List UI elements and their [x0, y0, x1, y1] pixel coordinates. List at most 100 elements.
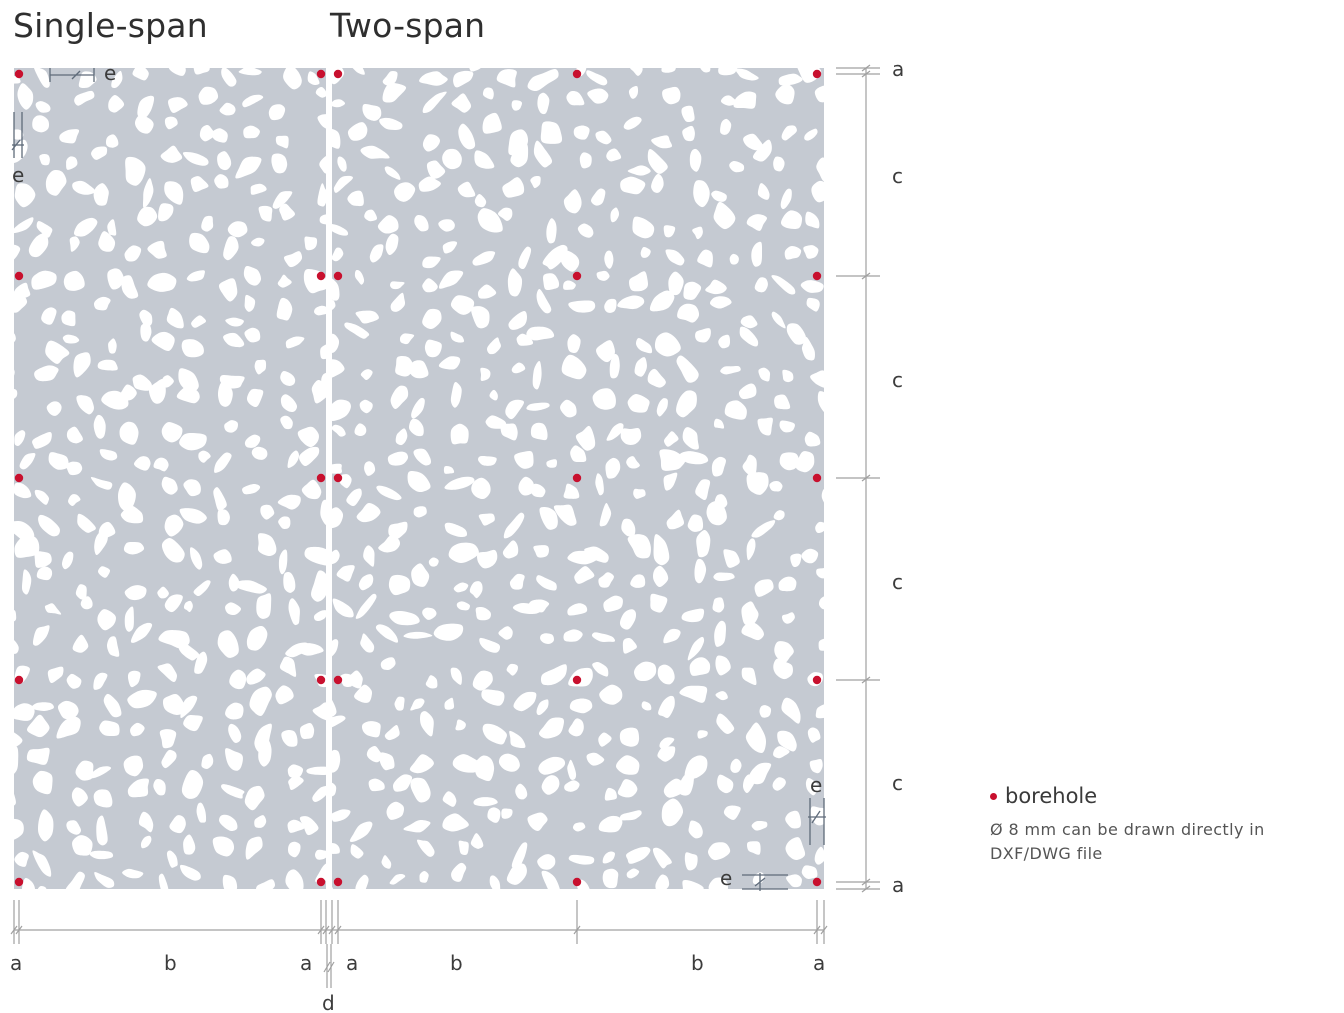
edge-dim-tick: [811, 810, 821, 824]
perforation-hole: [444, 476, 475, 490]
perforation-hole: [633, 661, 657, 682]
perforation-hole: [345, 670, 363, 689]
perforation-hole: [319, 156, 326, 174]
perforation-hole: [47, 666, 64, 684]
dim-label-a: a: [346, 951, 358, 975]
dim-tick: [861, 878, 871, 886]
perforation-hole: [815, 704, 824, 719]
perforation-hole: [408, 360, 429, 379]
perforation-hole: [183, 834, 196, 855]
borehole-marker: [572, 271, 582, 281]
perforation-hole: [568, 300, 596, 313]
perforation-hole: [34, 489, 50, 505]
perforation-hole: [444, 522, 468, 538]
perforation-hole: [411, 397, 425, 419]
perforation-hole: [272, 191, 293, 209]
dimension-lines: [10, 64, 880, 988]
perforation-hole: [453, 70, 474, 88]
perforation-hole: [687, 636, 705, 661]
perforation-hole: [715, 691, 728, 701]
perforation-hole: [287, 819, 305, 833]
perforation-hole: [560, 399, 577, 418]
perforation-hole: [707, 842, 731, 861]
perforation-hole: [213, 549, 232, 564]
perforation-hole: [472, 251, 496, 266]
perforation-hole: [238, 68, 262, 76]
perforation-hole: [166, 850, 178, 868]
perforation-hole: [242, 94, 264, 108]
perforation-hole: [332, 463, 342, 474]
perforation-hole: [632, 216, 655, 239]
perforation-hole: [681, 608, 705, 623]
perforation-hole: [745, 722, 767, 754]
perforation-hole: [32, 431, 52, 449]
perforation-hole: [700, 68, 711, 73]
perforation-hole: [164, 594, 183, 613]
perforation-hole: [32, 625, 50, 646]
perforation-hole: [735, 68, 759, 81]
perforation-hole: [692, 226, 703, 240]
perforation-hole: [843, 464, 852, 474]
perforation-hole: [661, 798, 684, 827]
perforation-hole: [132, 68, 149, 81]
perforation-hole: [426, 160, 446, 179]
borehole-marker: [316, 69, 326, 79]
perforation-hole: [246, 388, 264, 408]
perforation-hole: [515, 783, 528, 800]
perforation-hole: [332, 300, 336, 311]
perforation-hole: [399, 333, 415, 345]
perforation-hole: [586, 752, 605, 766]
perforation-hole: [189, 232, 210, 254]
perforation-hole: [251, 446, 268, 460]
perforation-hole: [835, 233, 852, 251]
perforation-hole: [742, 454, 757, 476]
perforation-hole: [360, 145, 390, 159]
perforation-hole: [97, 359, 118, 371]
perforation-hole: [304, 236, 318, 251]
perforation-hole: [157, 586, 169, 599]
dim-label-c: c: [892, 771, 903, 795]
perforation-hole: [541, 775, 560, 795]
perforation-hole: [657, 664, 675, 685]
perforation-hole: [245, 836, 263, 860]
perforation-hole: [570, 445, 587, 463]
perforation-hole: [584, 546, 609, 563]
perforation-hole: [123, 541, 145, 555]
borehole-dot-icon: [990, 792, 997, 800]
perforation-hole: [14, 703, 35, 721]
perforation-hole: [388, 521, 408, 540]
perforation-hole: [34, 365, 59, 382]
perforation-hole: [419, 871, 429, 883]
perforation-hole: [363, 545, 375, 567]
perforation-hole: [65, 871, 85, 889]
perforation-hole: [339, 474, 352, 489]
perforation-hole: [201, 753, 214, 769]
perforation-hole: [786, 323, 806, 345]
dim-tick: [322, 925, 330, 935]
perforation-hole: [384, 166, 401, 180]
perforation-hole: [211, 128, 228, 143]
borehole-marker: [333, 69, 343, 79]
perforation-hole: [829, 576, 844, 594]
perforation-hole: [577, 223, 594, 238]
perforation-hole: [715, 655, 731, 676]
perforation-hole: [687, 514, 704, 532]
perforation-hole: [754, 579, 774, 597]
dim-label-b: b: [691, 951, 704, 975]
perforation-hole: [634, 357, 647, 377]
perforation-hole: [246, 625, 268, 651]
perforation-hole: [843, 53, 858, 73]
perforation-hole: [633, 488, 646, 499]
perforation-hole: [474, 755, 495, 782]
perforation-hole: [723, 805, 741, 820]
perforation-hole: [689, 148, 702, 172]
perforation-hole: [772, 777, 786, 791]
dim-label-c: c: [892, 368, 903, 392]
perforation-hole: [741, 622, 764, 641]
perforation-hole: [37, 885, 47, 889]
perforation-hole: [378, 535, 401, 553]
perforation-hole: [478, 284, 497, 299]
perforation-hole: [647, 900, 664, 923]
dim-tick: [820, 925, 828, 935]
perforation-hole: [227, 221, 248, 238]
